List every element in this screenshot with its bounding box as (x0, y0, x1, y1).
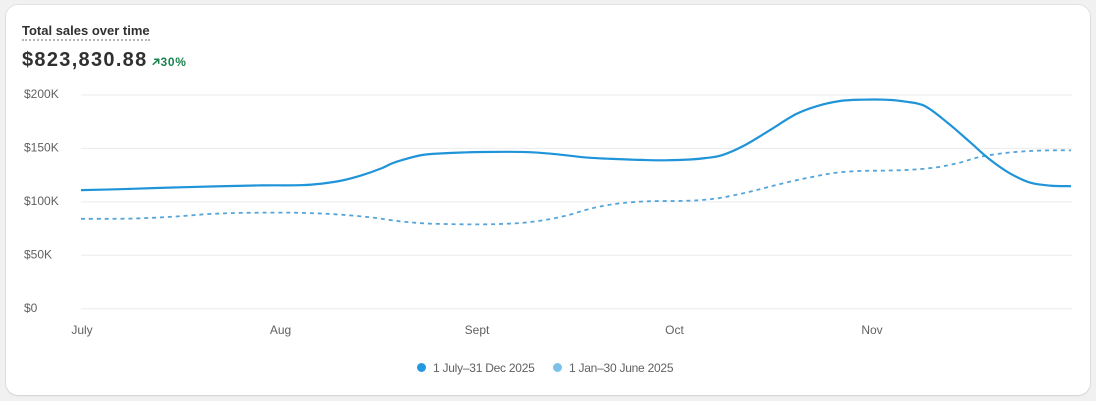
svg-text:Nov: Nov (861, 323, 882, 337)
svg-text:$0: $0 (24, 301, 38, 315)
svg-text:$150K: $150K (24, 141, 59, 155)
svg-text:Oct: Oct (665, 323, 684, 337)
svg-text:Aug: Aug (270, 323, 291, 337)
svg-text:$100K: $100K (24, 194, 59, 208)
svg-text:$200K: $200K (24, 87, 59, 101)
svg-text:July: July (71, 323, 92, 337)
svg-text:Sept: Sept (465, 323, 490, 337)
svg-text:$50K: $50K (24, 248, 52, 262)
